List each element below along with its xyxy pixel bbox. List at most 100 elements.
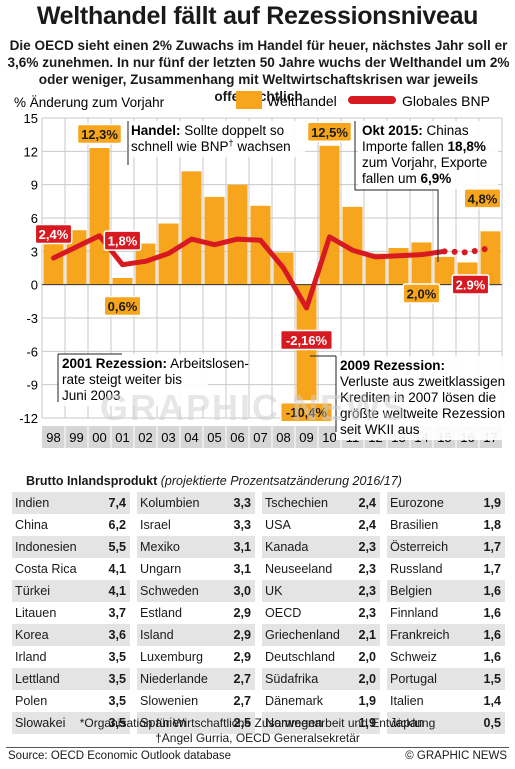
gdp-table-row: Costa Rica 4,1 [12, 558, 130, 580]
table-title-bold: Brutto Inlandsprodukt [26, 474, 158, 488]
trade-bar [480, 231, 501, 285]
footnote-gurria: †Angel Gurria, OECD Generalsekretär [155, 731, 360, 745]
gdp-table-row: Ungarn 3,1 [137, 558, 255, 580]
gdp-table-row: Israel 3,3 [137, 514, 255, 536]
gdp-value: 2,3 [358, 562, 376, 576]
gdp-value: 2,4 [358, 518, 376, 532]
data-label: 2,4% [39, 227, 69, 242]
country-name: Südafrika [265, 672, 319, 686]
gdp-table-row: Belgien 1,6 [387, 580, 505, 602]
data-label-box [279, 401, 334, 423]
y-tick-label: -6 [26, 344, 38, 359]
country-name: Indonesien [15, 540, 77, 554]
data-label-box [76, 123, 123, 145]
country-name: Russland [390, 562, 443, 576]
x-tick-label: 04 [184, 430, 198, 445]
x-tick-label: 98 [46, 430, 60, 445]
gdp-table-row: Polen 3,5 [12, 690, 130, 712]
gdp-table-column: Indien 7,4 China 6,2 Indonesien 5,5 Costa Rica… [12, 492, 130, 734]
country-name: UK [265, 584, 283, 598]
trade-bar [342, 206, 363, 285]
data-label-box [451, 274, 490, 295]
gdp-table-row: Brasilien 1,8 [387, 514, 505, 536]
gdp-value: 1,9 [483, 496, 501, 510]
country-name: Costa Rica [15, 562, 77, 576]
gdp-value: 1,5 [483, 672, 501, 686]
x-tick-label: 05 [207, 430, 221, 445]
gdp-value: 1,7 [483, 562, 501, 576]
y-tick-label: 9 [31, 178, 38, 193]
gdp-table-row: Schweden 3,0 [137, 580, 255, 602]
country-name: Israel [140, 518, 171, 532]
gdp-table-row: Irland 3,5 [12, 646, 130, 668]
gdp-value: 2,3 [358, 606, 376, 620]
gdp-table-row: Lettland 3,5 [12, 668, 130, 690]
gdp-table-column: Eurozone 1,9 Brasilien 1,8 Österreich 1,7 Russ… [387, 492, 505, 734]
legend-swatch-trade [236, 91, 262, 109]
country-name: Estland [140, 606, 183, 620]
annotation-okt2015-line: fallen um 6,9% [362, 171, 451, 186]
y-tick-label: -9 [26, 378, 38, 393]
country-name: Kolumbien [140, 496, 200, 510]
data-label: 12,5% [311, 125, 348, 140]
country-name: Eurozone [390, 496, 444, 510]
country-name: Island [140, 628, 174, 642]
annotation-handel-bg [127, 121, 305, 157]
country-name: Norwegen [265, 716, 323, 730]
gdp-value: 2,3 [358, 540, 376, 554]
x-tick-label: 02 [138, 430, 152, 445]
gdp-table-row: Schweiz 1,6 [387, 646, 505, 668]
country-name: Polen [15, 694, 48, 708]
watermark: GRAPHIC NEWS [100, 387, 408, 428]
data-label: 2.9% [456, 277, 486, 292]
gdp-table-row: Dänemark 1,9 [262, 690, 380, 712]
data-label: 12,3% [81, 127, 118, 142]
trade-bar [204, 196, 225, 285]
country-name: Korea [15, 628, 49, 642]
x-tick-label: 99 [69, 430, 83, 445]
gdp-table-row: Indien 7,4 [12, 492, 130, 514]
y-tick-label: 6 [31, 211, 38, 226]
annotation-okt2015-line: zum Vorjahr, Exporte [362, 155, 487, 170]
gdp-table-row: Türkei 4,1 [12, 580, 130, 602]
gdp-table-row: Luxemburg 2,9 [137, 646, 255, 668]
country-name: Litauen [15, 606, 57, 620]
annotation-2009-line: seit WKII aus [340, 422, 420, 437]
trade-gdp-chart: 15 12 9 6 3 0 -3 -6 -9 -12 98 99 00 01 02 03 04 05 06 07 08 0… [14, 91, 505, 448]
annotation-okt2015-line: Importe fallen 18,8% [362, 139, 486, 154]
country-name: Finnland [390, 606, 439, 620]
x-tick-label: 07 [253, 430, 267, 445]
annotation-2001-line: Juni 2003 [62, 388, 121, 403]
x-tick-label: 10 [322, 430, 336, 445]
gdp-value: 2,0 [358, 650, 376, 664]
trade-bar [434, 256, 455, 285]
country-name: Indien [15, 496, 50, 510]
gdp-table-row: Frankreich 1,6 [387, 624, 505, 646]
country-name: Niederlande [140, 672, 208, 686]
x-tick-label: 09 [299, 430, 313, 445]
gdp-value: 4,1 [108, 584, 126, 598]
table-title: Brutto Inlandsprodukt (projektierte Proz… [26, 474, 402, 488]
country-name: Slowenien [140, 694, 199, 708]
table-title-italic: (projektierte Prozentsatzänderung 2016/1… [160, 474, 402, 488]
gdp-value: 1,6 [483, 628, 501, 642]
gdp-value: 2,0 [358, 672, 376, 686]
country-name: Brasilien [390, 518, 439, 532]
country-name: Italien [390, 694, 424, 708]
trade-bar [181, 171, 202, 285]
footnote-oecd: *Organisation für Wirtschaftliche Zusamm… [79, 716, 436, 730]
gdp-table-row: Südafrika 2,0 [262, 668, 380, 690]
country-name: Dänemark [265, 694, 324, 708]
data-label: -10,4% [286, 405, 328, 420]
gdp-table-row: Litauen 3,7 [12, 602, 130, 624]
gdp-line [51, 233, 447, 311]
trade-bar [365, 253, 386, 285]
annotation-handel-line: schnell wie BNP† wachsen [131, 138, 291, 154]
gdp-value: 1,6 [483, 606, 501, 620]
trade-bar [89, 148, 110, 285]
country-name: USA [265, 518, 291, 532]
gdp-table: Indien 7,4 China 6,2 Indonesien 5,5 Costa Rica… [12, 492, 505, 734]
gdp-value: 2,3 [358, 584, 376, 598]
x-tick-label: 08 [276, 430, 290, 445]
y-tick-label: -12 [19, 411, 38, 426]
